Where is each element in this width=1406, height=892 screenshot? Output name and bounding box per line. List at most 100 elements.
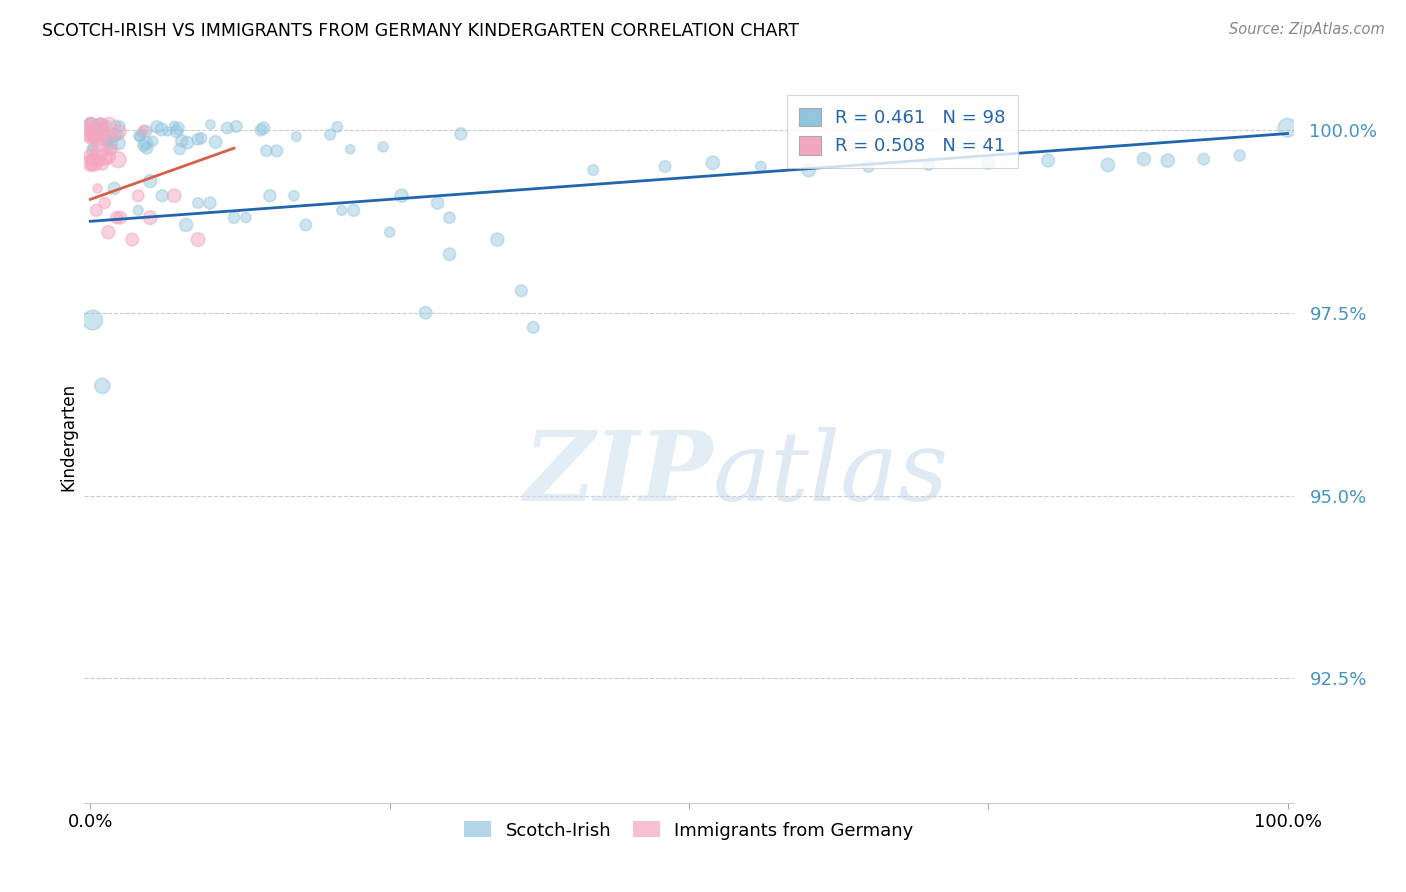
Point [89, 145, 111, 160]
Point [84, 121, 107, 136]
Point [80, 129, 103, 144]
Point [127, 188, 149, 202]
Point [107, 136, 129, 151]
Point [128, 128, 150, 143]
Point [110, 211, 132, 225]
Point [108, 119, 131, 133]
Point [90, 118, 112, 132]
Point [235, 211, 257, 225]
Point [1192, 152, 1215, 166]
Point [439, 211, 461, 225]
Point [94, 118, 117, 132]
Point [91, 379, 114, 393]
Point [98, 142, 121, 156]
Point [225, 120, 247, 134]
Point [156, 124, 179, 138]
Point [977, 155, 1000, 169]
Point [87, 124, 110, 138]
Point [702, 155, 724, 169]
Point [371, 140, 394, 154]
Point [135, 141, 157, 155]
Point [82, 153, 104, 167]
Point [127, 203, 149, 218]
Point [654, 160, 676, 174]
Point [163, 119, 186, 133]
Point [295, 218, 318, 232]
Point [749, 160, 772, 174]
Point [150, 122, 173, 136]
Point [285, 129, 308, 144]
Point [330, 203, 353, 218]
Point [79, 120, 101, 134]
Point [176, 136, 198, 150]
Point [104, 118, 127, 132]
Legend: Scotch-Irish, Immigrants from Germany: Scotch-Irish, Immigrants from Germany [456, 813, 922, 848]
Point [101, 141, 124, 155]
Point [82, 313, 104, 327]
Point [97, 225, 120, 239]
Point [80, 127, 103, 141]
Point [391, 188, 413, 202]
Point [79, 116, 101, 130]
Point [166, 124, 188, 138]
Point [82, 128, 104, 143]
Point [146, 120, 169, 134]
Point [200, 117, 222, 131]
Point [426, 196, 449, 211]
Point [187, 196, 209, 211]
Point [79, 149, 101, 163]
Text: atlas: atlas [713, 426, 949, 521]
Point [108, 128, 131, 142]
Point [86, 181, 108, 195]
Point [105, 211, 128, 225]
Point [450, 127, 472, 141]
Point [190, 131, 212, 145]
Text: Source: ZipAtlas.com: Source: ZipAtlas.com [1229, 22, 1385, 37]
Point [135, 136, 157, 151]
Point [222, 211, 245, 225]
Point [254, 144, 277, 158]
Point [80, 156, 103, 170]
Point [89, 137, 111, 152]
Point [89, 117, 111, 131]
Point [167, 121, 190, 136]
Point [797, 163, 820, 178]
Point [343, 203, 366, 218]
Point [174, 218, 197, 232]
Point [135, 124, 157, 138]
Point [510, 284, 533, 298]
Point [91, 128, 114, 142]
Point [128, 129, 150, 144]
Point [266, 144, 288, 158]
Point [108, 124, 131, 138]
Point [1229, 148, 1251, 162]
Point [121, 233, 143, 247]
Point [187, 233, 209, 247]
Point [917, 158, 939, 172]
Point [1157, 153, 1180, 168]
Point [83, 123, 105, 137]
Point [80, 119, 103, 133]
Point [142, 134, 165, 148]
Point [98, 117, 121, 131]
Point [86, 130, 108, 145]
Point [204, 135, 226, 149]
Point [83, 132, 105, 146]
Text: ZIP: ZIP [523, 426, 713, 521]
Point [132, 123, 155, 137]
Point [83, 155, 105, 169]
Point [259, 188, 281, 202]
Point [319, 128, 342, 142]
Point [97, 150, 120, 164]
Point [101, 136, 124, 151]
Point [415, 306, 437, 320]
Y-axis label: Kindergarten: Kindergarten [59, 383, 77, 491]
Point [339, 142, 361, 156]
Point [83, 128, 105, 143]
Point [131, 126, 153, 140]
Point [104, 128, 127, 143]
Point [93, 196, 115, 211]
Point [79, 126, 101, 140]
Point [86, 203, 108, 218]
Point [93, 120, 115, 135]
